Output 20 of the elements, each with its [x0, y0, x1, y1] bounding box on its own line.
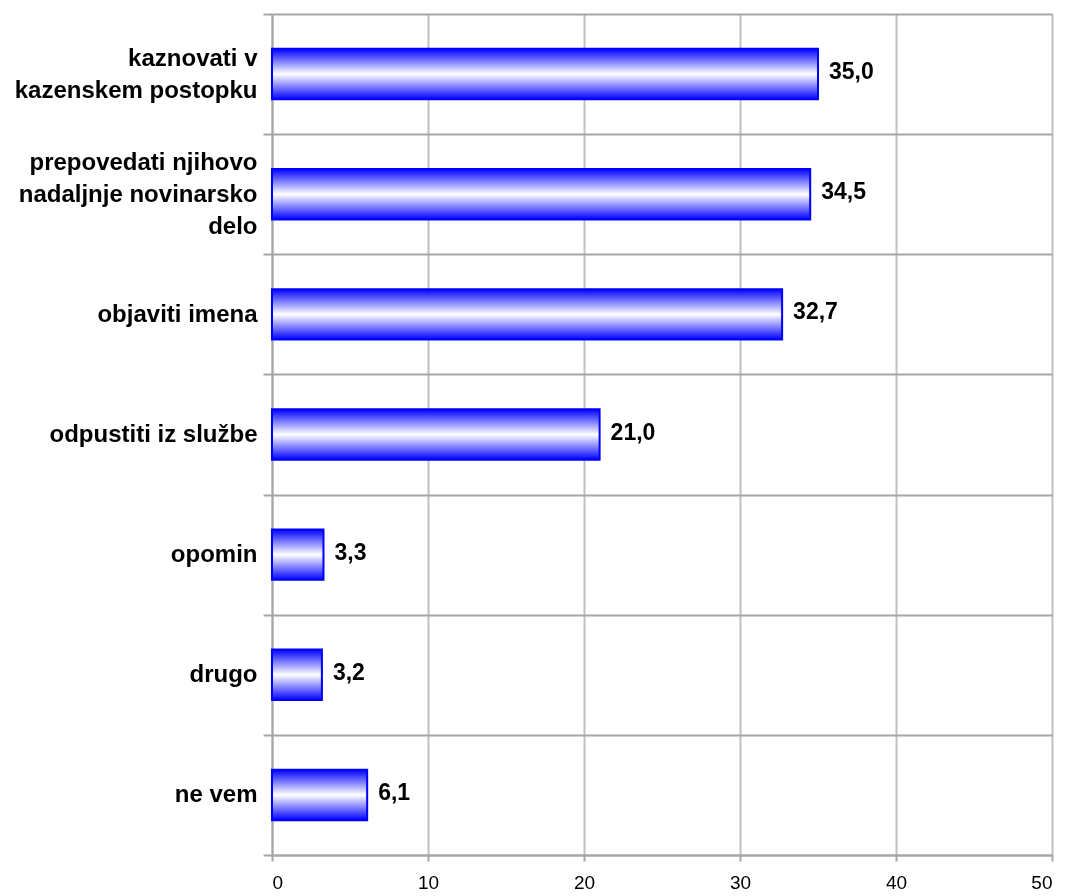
y-tick-label: prepovedati njihovo nadaljnje novinarsko delo [18, 147, 258, 239]
x-tick-label: 20 [573, 871, 596, 893]
y-tick-label: drugo [189, 660, 258, 688]
y-tick-label: kaznovati v kazenskem postopku [14, 43, 259, 103]
x-tick-label: 0 [272, 871, 284, 893]
data-label: 34,5 [821, 178, 867, 205]
x-tick-label: 50 [1031, 871, 1053, 893]
y-tick-label: odpustiti iz službe [49, 420, 258, 447]
x-tick-label: 10 [417, 871, 440, 893]
data-label: 35,0 [829, 58, 874, 85]
y-tick-label: objaviti imena [97, 299, 259, 327]
x-tick-label: 30 [729, 871, 752, 893]
y-tick-label: ne vem [174, 780, 258, 808]
data-label: 6,1 [378, 778, 411, 805]
data-label: 3,3 [334, 538, 367, 565]
data-label: 32,7 [793, 298, 838, 325]
data-label: 3,2 [332, 658, 365, 685]
data-label: 21,0 [610, 418, 656, 445]
y-tick-label: opomin [170, 540, 258, 568]
x-tick-label: 40 [885, 871, 908, 893]
